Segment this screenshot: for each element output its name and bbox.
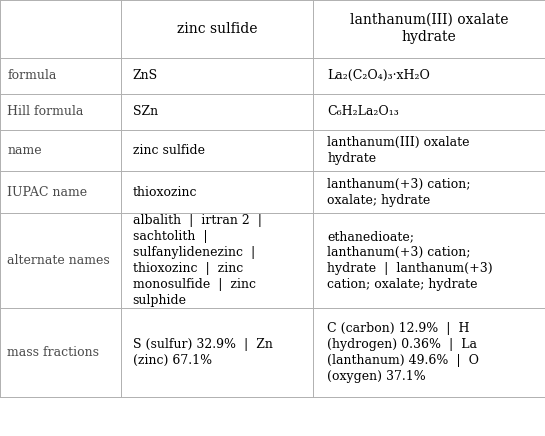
- Text: name: name: [7, 144, 42, 157]
- Text: lanthanum(III) oxalate
hydrate: lanthanum(III) oxalate hydrate: [350, 13, 508, 44]
- Text: Hill formula: Hill formula: [7, 106, 83, 118]
- Text: albalith  |  irtran 2  |
sachtolith  |
sulfanylidenezinc  |
thioxozinc  |  zinc
: albalith | irtran 2 | sachtolith | sulfa…: [132, 214, 262, 307]
- Text: C (carbon) 12.9%  |  H
(hydrogen) 0.36%  |  La
(lanthanum) 49.6%  |  O
(oxygen) : C (carbon) 12.9% | H (hydrogen) 0.36% | …: [327, 322, 479, 383]
- Text: zinc sulfide: zinc sulfide: [132, 144, 204, 157]
- Text: zinc sulfide: zinc sulfide: [177, 22, 257, 36]
- Text: ZnS: ZnS: [132, 69, 158, 82]
- Text: IUPAC name: IUPAC name: [7, 186, 87, 198]
- Text: thioxozinc: thioxozinc: [132, 186, 197, 198]
- Text: ethanedioate;
lanthanum(+3) cation;
hydrate  |  lanthanum(+3)
cation; oxalate; h: ethanedioate; lanthanum(+3) cation; hydr…: [327, 230, 493, 291]
- Text: formula: formula: [7, 69, 57, 82]
- Text: La₂(C₂O₄)₃·xH₂O: La₂(C₂O₄)₃·xH₂O: [327, 69, 430, 82]
- Text: SZn: SZn: [132, 106, 158, 118]
- Text: mass fractions: mass fractions: [7, 346, 99, 359]
- Text: lanthanum(+3) cation;
oxalate; hydrate: lanthanum(+3) cation; oxalate; hydrate: [327, 177, 471, 207]
- Text: lanthanum(III) oxalate
hydrate: lanthanum(III) oxalate hydrate: [327, 136, 470, 165]
- Text: alternate names: alternate names: [7, 254, 110, 267]
- Text: C₆H₂La₂O₁₃: C₆H₂La₂O₁₃: [327, 106, 399, 118]
- Text: S (sulfur) 32.9%  |  Zn
(zinc) 67.1%: S (sulfur) 32.9% | Zn (zinc) 67.1%: [132, 338, 272, 367]
